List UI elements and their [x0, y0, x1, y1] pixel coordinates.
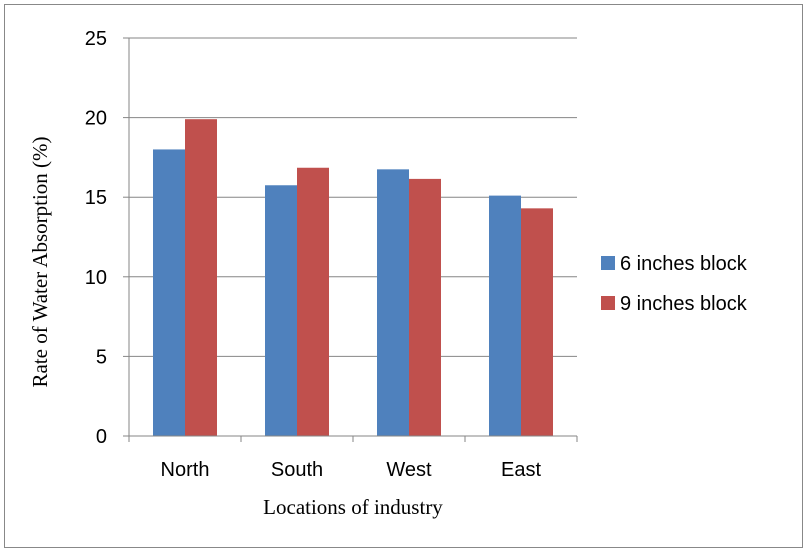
bar-north-series-1	[153, 149, 185, 436]
bar-east-series-2	[521, 208, 553, 436]
x-tick-label: East	[501, 459, 541, 481]
y-tick-label: 20	[85, 108, 107, 130]
x-tick-label: North	[161, 459, 210, 481]
x-tick-label: West	[386, 459, 432, 481]
y-tick-label: 25	[85, 28, 107, 50]
legend-swatch	[601, 256, 615, 270]
y-tick-label: 15	[85, 187, 107, 209]
bar-south-series-1	[265, 185, 297, 436]
x-tick-label: South	[271, 459, 323, 481]
y-tick-label: 0	[96, 426, 107, 448]
legend-swatch	[601, 296, 615, 310]
bar-south-series-2	[297, 167, 329, 437]
legend: 6 inches block 9 inches block	[601, 253, 748, 315]
y-axis-title: Rate of Water Absorption (%)	[28, 136, 52, 387]
legend-label: 9 inches block	[620, 293, 748, 315]
bar-east-series-1	[489, 195, 521, 436]
bar-west-series-2	[409, 178, 441, 436]
bars	[153, 119, 553, 437]
y-tick-label: 5	[96, 346, 107, 368]
y-tick-labels: 0 5 10 15 20 25	[85, 28, 107, 448]
x-axis-title: Locations of industry	[263, 495, 443, 519]
x-tick-labels: North South West East	[161, 459, 542, 481]
y-tick-label: 10	[85, 267, 107, 289]
bar-west-series-1	[377, 169, 409, 436]
legend-label: 6 inches block	[620, 253, 748, 275]
bar-north-series-2	[185, 119, 217, 436]
axes	[123, 37, 578, 442]
